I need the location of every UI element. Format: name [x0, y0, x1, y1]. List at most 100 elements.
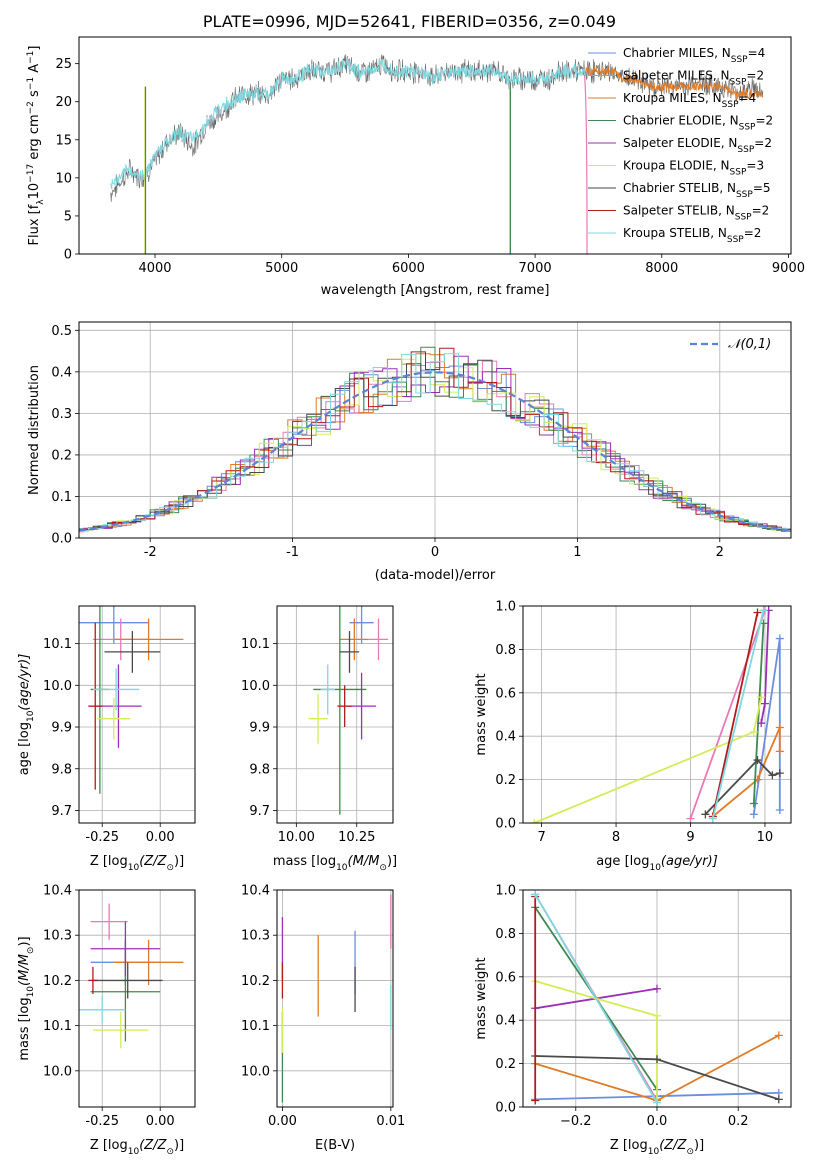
mass-vs-EBV-xlabel: E(B-V) — [315, 1138, 355, 1153]
weight-marker — [753, 756, 762, 765]
weight-marker — [774, 1095, 783, 1104]
weight-marker — [753, 608, 762, 617]
histogram-xlabel: (data-model)/error — [375, 568, 496, 583]
weight-marker — [749, 727, 758, 736]
axes-frame — [78, 605, 196, 824]
y-tick-label: 9.7 — [51, 804, 72, 819]
spectrum-series-model-extended — [585, 65, 764, 100]
legend-label: Salpeter MILES, NSSP=2 — [623, 69, 764, 88]
weight-marker — [531, 1096, 540, 1105]
mass-vs-Z-errorbars — [79, 903, 184, 1049]
weight-marker — [701, 810, 710, 819]
x-tick-label: 6000 — [392, 261, 425, 276]
x-tick-label: 2 — [716, 545, 724, 560]
x-tick-label: 7000 — [519, 261, 552, 276]
histogram-legend-label: 𝒩(0,1) — [728, 337, 771, 352]
weight-line-salpeter-miles — [689, 609, 766, 820]
axes-frame — [522, 605, 792, 824]
y-tick-label: 25 — [55, 57, 72, 72]
spectrum-series-model — [110, 57, 586, 190]
y-tick-label: 0.8 — [495, 643, 516, 658]
y-tick-label: 0.2 — [495, 773, 516, 788]
legend-label: Salpeter ELODIE, NSSP=2 — [623, 136, 772, 155]
axes-frame — [522, 889, 792, 1108]
x-tick-label: 8 — [612, 830, 620, 845]
weight-marker — [757, 719, 766, 728]
y-tick-label: 0.0 — [495, 1101, 516, 1116]
legend-label: Salpeter STELIB, NSSP=2 — [623, 204, 769, 223]
y-tick-label: 0.8 — [495, 927, 516, 942]
x-tick-label: 0.00 — [146, 1114, 175, 1129]
weight-marker — [775, 747, 784, 756]
weight-marker — [760, 699, 769, 708]
x-tick-label: 10.25 — [338, 830, 375, 845]
y-tick-label: 10.1 — [43, 1019, 72, 1034]
y-tick-label: 10.4 — [43, 884, 72, 899]
y-tick-label: 10.3 — [43, 929, 72, 944]
x-tick-label: -0.25 — [85, 830, 119, 845]
y-tick-label: 20 — [55, 95, 72, 110]
y-tick-label: 0.3 — [51, 407, 72, 422]
histogram-salpeter-stelib — [79, 347, 791, 531]
weight-marker — [686, 814, 695, 823]
y-tick-label: 9.8 — [51, 762, 72, 777]
legend-label: Kroupa ELODIE, NSSP=3 — [623, 159, 764, 178]
y-tick-label: 9.9 — [51, 721, 72, 736]
legend-label: Chabrier MILES, NSSP=4 — [623, 46, 765, 65]
x-tick-label: 8000 — [645, 261, 678, 276]
y-tick-label: 0.4 — [495, 1014, 516, 1029]
spectrum-lines — [110, 54, 764, 254]
x-tick-label: −0.2 — [560, 1114, 592, 1129]
x-tick-label: 0.01 — [376, 1114, 405, 1129]
y-tick-label: 0 — [64, 248, 72, 263]
spectrum-axes: 4000 5000 6000 7000 8000 9000 0 5 10 15 20 25 — [55, 57, 805, 276]
age-vs-Z-xlabel: Z [log10(Z/Z⊙)] — [90, 854, 184, 873]
age-vs-mass-errorbars — [308, 606, 389, 815]
weight-marker — [774, 1031, 783, 1040]
y-tick-label: 10.3 — [241, 929, 270, 944]
x-tick-label: 10 — [757, 830, 774, 845]
axes-frame — [276, 889, 394, 1108]
massweight-vs-age-xlabel: age [log10(age/yr)] — [596, 854, 718, 873]
y-tick-label: 10 — [55, 171, 72, 186]
massweight-vs-age-lines — [530, 606, 784, 823]
weight-marker — [749, 799, 758, 808]
weight-line-chabrier-stelib — [704, 758, 781, 815]
figure-title: PLATE=0996, MJD=52641, FIBERID=0356, z=0… — [202, 12, 617, 31]
spectrum-ylabel: Flux [fλ10−17 erg cm−2 s−1 A−1] — [26, 46, 46, 246]
x-tick-label: -0.25 — [85, 1114, 119, 1129]
y-tick-label: 0.5 — [51, 324, 72, 339]
y-tick-label: 15 — [55, 133, 72, 148]
weight-marker — [768, 771, 777, 780]
weight-line-kroupa-stelib — [711, 610, 765, 819]
axes-frame — [78, 321, 792, 539]
y-tick-label: 1.0 — [495, 600, 516, 615]
y-tick-label: 10.0 — [241, 1064, 270, 1079]
x-tick-label: 9 — [686, 830, 694, 845]
svg-text:Flux [fλ10−17 erg cm−2 s−1 A−1: Flux [fλ10−17 erg cm−2 s−1 A−1] — [26, 46, 46, 246]
weight-marker — [775, 634, 784, 643]
spectrum-xlabel: wavelength [Angstrom, rest frame] — [321, 283, 550, 298]
y-tick-label: 10.1 — [241, 1019, 270, 1034]
y-tick-label: 5 — [64, 209, 72, 224]
legend-label: Chabrier ELODIE, NSSP=2 — [623, 114, 773, 133]
weight-line-salpeter-stelib — [711, 612, 759, 817]
y-tick-label: 0.2 — [51, 448, 72, 463]
y-tick-label: 0.0 — [495, 817, 516, 832]
y-tick-label: 10.4 — [241, 884, 270, 899]
y-tick-label: 10.1 — [241, 637, 270, 652]
age-vs-mass-xlabel: mass [log10(M/M⊙)] — [273, 854, 397, 873]
weight-marker — [749, 810, 758, 819]
weight-marker — [759, 606, 768, 615]
x-tick-label: 0 — [431, 545, 439, 560]
mass-vs-EBV-axes: 0.00 0.01 10.0 10.1 10.2 10.3 10.4 — [241, 884, 405, 1130]
x-tick-label: -1 — [286, 545, 299, 560]
massweight-vs-age-axes: 7 8 9 10 0.0 0.2 0.4 0.6 0.8 1.0 — [495, 600, 791, 845]
svg-text:age [log10(age/yr)]: age [log10(age/yr)] — [17, 654, 36, 776]
age-vs-Z-errorbars — [79, 606, 184, 794]
axes-frame — [276, 605, 394, 824]
y-tick-label: 10.2 — [43, 974, 72, 989]
massweight-vs-age-ylabel: mass weight — [474, 673, 489, 755]
legend-label: Kroupa STELIB, NSSP=2 — [623, 226, 761, 245]
legend-label: Chabrier STELIB, NSSP=5 — [623, 181, 771, 200]
